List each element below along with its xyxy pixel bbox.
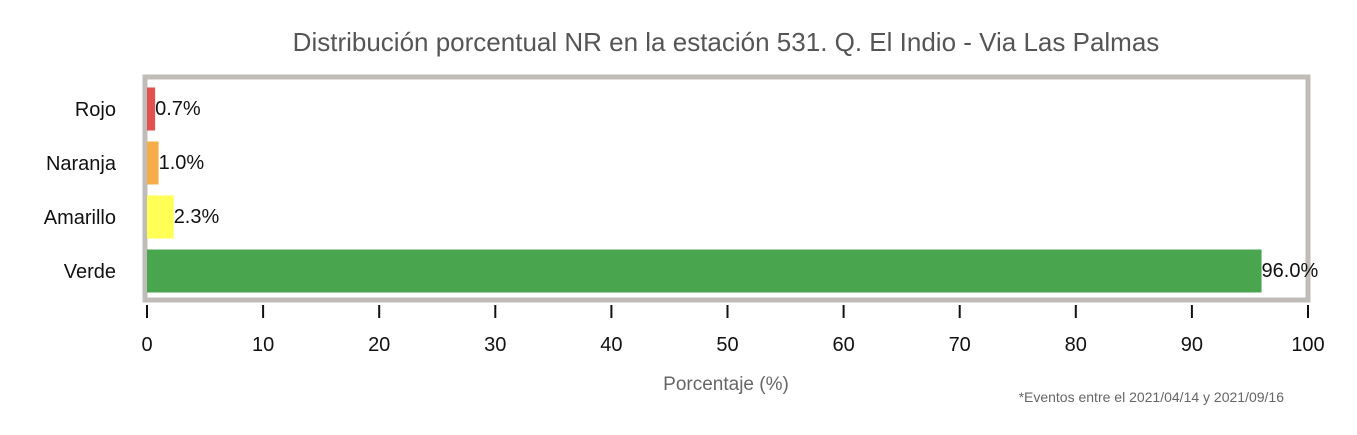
- category-label-1: Naranja: [46, 153, 117, 175]
- x-tick-label-9: 90: [1181, 334, 1203, 356]
- chart-title: Distribución porcentual NR en la estació…: [293, 27, 1160, 57]
- x-tick-label-10: 100: [1291, 334, 1324, 356]
- x-axis: 0 10 20 30 40 50 60 70 80 90 100: [141, 305, 1325, 356]
- x-tick-label-0: 0: [141, 334, 152, 356]
- data-label-1: 1.0%: [159, 152, 205, 174]
- category-label-0: Rojo: [75, 99, 116, 121]
- x-tick-label-7: 70: [949, 334, 971, 356]
- data-label-3: 96.0%: [1262, 260, 1319, 282]
- data-label-2: 2.3%: [174, 206, 220, 228]
- x-tick-label-1: 10: [252, 334, 274, 356]
- category-label-2: Amarillo: [44, 207, 116, 229]
- x-tick-label-6: 60: [832, 334, 854, 356]
- bar-3: [147, 249, 1262, 293]
- bar-2: [147, 195, 174, 239]
- x-tick-label-5: 50: [716, 334, 738, 356]
- x-tick-label-3: 30: [484, 334, 506, 356]
- x-tick-label-2: 20: [368, 334, 390, 356]
- footnote: *Eventos entre el 2021/04/14 y 2021/09/1…: [1019, 389, 1285, 405]
- bar-0: [147, 87, 156, 131]
- bar-1: [147, 141, 159, 185]
- category-label-3: Verde: [64, 261, 116, 283]
- data-labels: 0.7% 1.0% 2.3% 96.0%: [155, 98, 1318, 282]
- x-tick-label-8: 80: [1065, 334, 1087, 356]
- x-axis-label: Porcentaje (%): [663, 374, 789, 395]
- bars-group: [147, 87, 1262, 293]
- category-labels: Rojo Naranja Amarillo Verde: [44, 99, 117, 283]
- x-tick-label-4: 40: [600, 334, 622, 356]
- data-label-0: 0.7%: [155, 98, 201, 120]
